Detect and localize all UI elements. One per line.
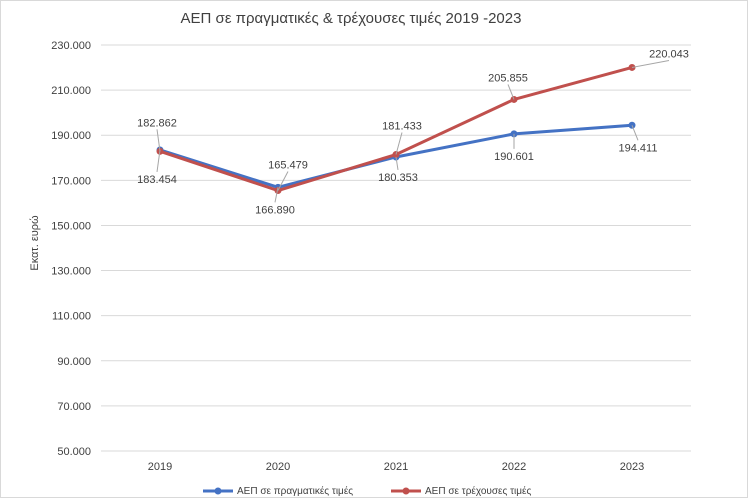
data-label: 182.862: [137, 117, 177, 129]
x-tick-label: 2019: [148, 461, 172, 473]
data-label: 166.890: [255, 204, 295, 216]
leader-line: [277, 171, 289, 191]
y-tick-label: 190.000: [51, 130, 91, 142]
chart-title: ΑΕΠ σε πραγματικές & τρέχουσες τιμές 201…: [181, 10, 522, 27]
y-tick-label: 150.000: [51, 220, 91, 232]
leader-line: [274, 187, 279, 203]
x-tick-label: 2022: [502, 461, 526, 473]
data-label: 183.454: [137, 174, 177, 186]
leader-line: [156, 129, 161, 152]
data-label: 190.601: [494, 151, 534, 163]
gridlines: [101, 44, 691, 452]
y-tick-label: 170.000: [51, 175, 91, 187]
leader-line: [395, 132, 403, 155]
y-tick-label: 90.000: [57, 356, 91, 368]
data-label: 180.353: [378, 172, 418, 184]
legend-label: ΑΕΠ σε πραγματικές τιμές: [237, 485, 353, 497]
y-tick-label: 210.000: [51, 85, 91, 97]
data-label: 194.411: [619, 142, 658, 154]
leader-line: [507, 84, 515, 100]
y-tick-label: 230.000: [51, 40, 91, 52]
legend: ΑΕΠ σε πραγματικές τιμές ΑΕΠ σε τρέχουσες…: [203, 485, 531, 497]
leader-line: [395, 156, 399, 171]
leader-line: [631, 125, 639, 141]
x-tick-label: 2020: [266, 461, 290, 473]
legend-label: ΑΕΠ σε τρέχουσες τιμές: [425, 485, 531, 497]
y-axis-ticks: 50.000 70.000 90.000 110.000 130.000 150.000 1…: [51, 40, 91, 458]
x-tick-label: 2021: [384, 461, 408, 473]
x-tick-label: 2023: [620, 461, 644, 473]
legend-marker: [402, 487, 410, 495]
data-labels: 183.454 166.890 180.353 190.601 194.411 182.8…: [137, 48, 689, 216]
data-label: 165.479: [268, 160, 308, 172]
leader-line: [631, 59, 670, 68]
data-label: 220.043: [649, 48, 689, 60]
data-label: 181.433: [382, 121, 422, 133]
x-axis-ticks: 2019 2020 2021 2022 2023: [148, 461, 644, 473]
leader-line: [156, 149, 161, 173]
legend-marker: [214, 487, 222, 495]
y-tick-label: 110.000: [52, 311, 91, 323]
y-axis-label: Εκατ. ευρώ: [29, 215, 41, 271]
y-tick-label: 130.000: [51, 266, 91, 278]
y-tick-label: 50.000: [57, 446, 91, 458]
y-tick-label: 70.000: [57, 401, 91, 413]
data-label: 205.855: [488, 72, 528, 84]
